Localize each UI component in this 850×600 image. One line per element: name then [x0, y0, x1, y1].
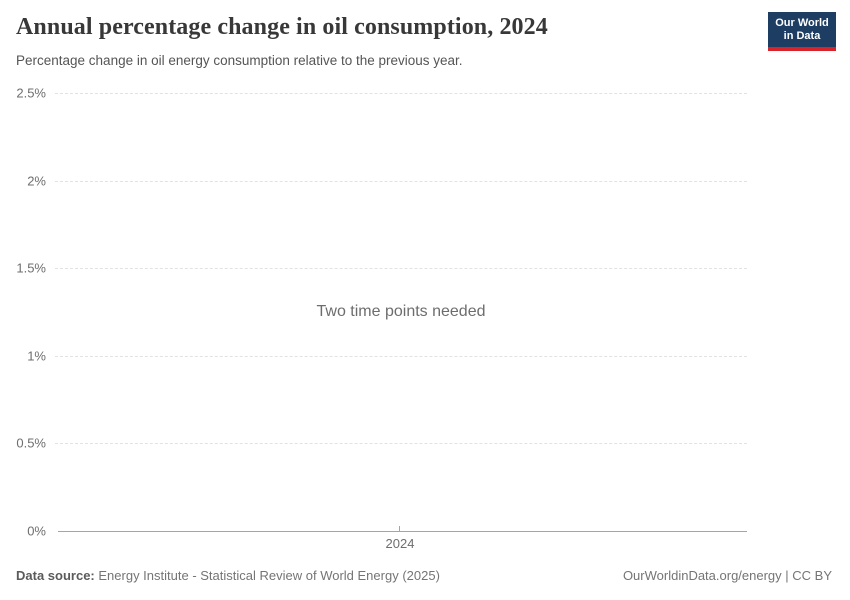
x-axis-tick-label: 2024: [385, 536, 415, 551]
chart-subtitle: Percentage change in oil energy consumpt…: [16, 53, 463, 68]
y-axis-tick-label: 1.5%: [16, 260, 46, 276]
y-gridline: [55, 180, 747, 182]
y-gridline: [55, 93, 747, 94]
x-axis-line: [58, 531, 747, 532]
y-gridline: [55, 443, 747, 445]
y-axis-tick-label: 2.5%: [16, 85, 46, 101]
x-axis-tick-mark: [399, 526, 400, 531]
data-source[interactable]: Data source: Energy Institute - Statisti…: [16, 568, 440, 583]
footer-license-link[interactable]: OurWorldinData.org/energy | CC BY: [622, 568, 832, 583]
owid-logo-line2: in Data: [783, 30, 821, 42]
owid-logo[interactable]: Our World in Data: [768, 12, 836, 51]
owid-logo-line1: Our World: [775, 17, 829, 29]
y-gridline: [55, 268, 747, 270]
chart-empty-message: Two time points needed: [316, 303, 486, 320]
y-axis-tick-label: 1%: [27, 348, 46, 364]
chart-plot-area: Two time points needed 2024 0% 0.5% 1% 1.5%…: [0, 86, 850, 551]
y-gridline: [55, 355, 747, 357]
y-axis-tick-label: 0.5%: [16, 435, 46, 451]
data-source-value[interactable]: Energy Institute - Statistical Review of…: [98, 568, 440, 583]
y-axis-tick-label: 0%: [27, 523, 46, 539]
chart-footer: Data source: Energy Institute - Statisti…: [16, 568, 832, 583]
data-source-label: Data source:: [16, 568, 95, 583]
y-axis-tick-label: 2%: [27, 173, 46, 189]
chart-title: Annual percentage change in oil consumpt…: [16, 14, 548, 40]
